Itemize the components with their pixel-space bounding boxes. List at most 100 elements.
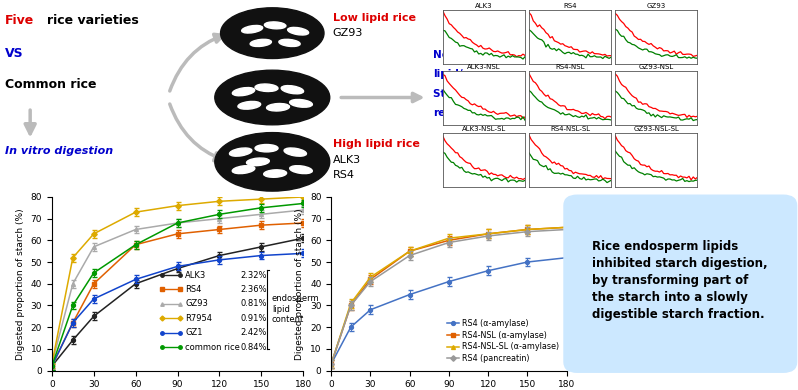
RS4-NSL-SL (α-amylase) bbox=[326, 362, 336, 366]
Y-axis label: Digested proportion of starch (%): Digested proportion of starch (%) bbox=[16, 208, 25, 360]
RS4 bbox=[68, 321, 77, 325]
Ellipse shape bbox=[242, 25, 263, 33]
common rice bbox=[47, 364, 57, 369]
common rice bbox=[298, 201, 308, 206]
RS4 (α-amylase) bbox=[365, 307, 375, 312]
GZ93 bbox=[89, 245, 99, 249]
R7954 bbox=[257, 197, 267, 202]
Ellipse shape bbox=[287, 27, 309, 35]
Line: ALK3: ALK3 bbox=[50, 236, 305, 368]
Ellipse shape bbox=[255, 144, 278, 152]
RS4-NSL-SL (α-amylase) bbox=[405, 249, 414, 254]
Line: GZ93: GZ93 bbox=[50, 208, 305, 366]
RS4 bbox=[131, 242, 140, 247]
Line: RS4 (pancreatin): RS4 (pancreatin) bbox=[330, 227, 568, 366]
RS4-NSL-SL (α-amylase) bbox=[346, 301, 356, 306]
RS4 (α-amylase) bbox=[523, 260, 532, 264]
Text: ALK3: ALK3 bbox=[333, 155, 361, 165]
Text: Common rice: Common rice bbox=[5, 78, 97, 91]
RS4 (pancreatin) bbox=[326, 362, 336, 366]
Legend: RS4 (α-amylase), RS4-NSL (α-amylase), RS4-NSL-SL (α-amylase), RS4 (pancreatin): RS4 (α-amylase), RS4-NSL (α-amylase), RS… bbox=[444, 316, 563, 367]
RS4-NSL-SL (α-amylase) bbox=[444, 236, 453, 241]
common rice bbox=[257, 206, 267, 210]
RS4-NSL-SL (α-amylase) bbox=[365, 275, 375, 280]
Text: rice varieties: rice varieties bbox=[47, 14, 139, 27]
R7954 bbox=[131, 210, 140, 215]
common rice bbox=[68, 303, 77, 308]
R7954 bbox=[68, 255, 77, 260]
Ellipse shape bbox=[284, 148, 306, 156]
Text: GZ1: GZ1 bbox=[185, 328, 203, 337]
Title: GZ93-NSL-SL: GZ93-NSL-SL bbox=[634, 126, 679, 132]
Line: RS4-NSL (α-amylase): RS4-NSL (α-amylase) bbox=[330, 225, 568, 366]
RS4 (α-amylase) bbox=[484, 268, 493, 273]
RS4-NSL (α-amylase) bbox=[523, 227, 532, 232]
Text: lipid/: lipid/ bbox=[433, 69, 463, 79]
Text: Non starch: Non starch bbox=[433, 50, 497, 60]
Ellipse shape bbox=[255, 84, 278, 92]
GZ93 bbox=[172, 221, 182, 225]
Ellipse shape bbox=[247, 158, 269, 166]
Ellipse shape bbox=[250, 39, 271, 46]
ALK3 bbox=[47, 364, 57, 369]
Text: R7954: R7954 bbox=[185, 314, 212, 323]
Text: ALK3: ALK3 bbox=[185, 271, 207, 280]
Title: ALK3-NSL-SL: ALK3-NSL-SL bbox=[462, 126, 506, 132]
Title: GZ93: GZ93 bbox=[646, 3, 666, 9]
RS4 (pancreatin) bbox=[562, 227, 571, 232]
GZ93 bbox=[215, 216, 224, 221]
Text: common rice: common rice bbox=[185, 342, 240, 351]
Y-axis label: Digested proportion of starch (%): Digested proportion of starch (%) bbox=[295, 208, 304, 360]
ALK3 bbox=[172, 266, 182, 271]
Ellipse shape bbox=[267, 103, 290, 111]
R7954 bbox=[47, 362, 57, 366]
Text: In vitro digestion: In vitro digestion bbox=[5, 146, 113, 156]
GZ1 bbox=[68, 321, 77, 325]
R7954 bbox=[215, 199, 224, 204]
Line: RS4-NSL-SL (α-amylase): RS4-NSL-SL (α-amylase) bbox=[330, 225, 568, 366]
R7954 bbox=[89, 232, 99, 236]
Title: RS4-NSL-SL: RS4-NSL-SL bbox=[550, 126, 591, 132]
Text: 2.42%: 2.42% bbox=[240, 328, 267, 337]
Line: GZ1: GZ1 bbox=[50, 252, 305, 368]
GZ1 bbox=[172, 264, 182, 269]
Text: VS: VS bbox=[5, 47, 24, 60]
GZ93 bbox=[131, 227, 140, 232]
RS4 (pancreatin) bbox=[484, 234, 493, 238]
RS4 bbox=[298, 221, 308, 225]
Text: 0.91%: 0.91% bbox=[240, 314, 267, 323]
ALK3 bbox=[68, 338, 77, 342]
Text: Rice endosperm lipids
inhibited starch digestion,
by transforming part of
the st: Rice endosperm lipids inhibited starch d… bbox=[592, 240, 768, 321]
Line: RS4: RS4 bbox=[50, 221, 305, 368]
RS4-NSL-SL (α-amylase) bbox=[484, 232, 493, 236]
Ellipse shape bbox=[220, 8, 324, 58]
Text: removed: removed bbox=[433, 108, 485, 118]
FancyBboxPatch shape bbox=[564, 195, 796, 372]
common rice bbox=[89, 271, 99, 275]
Title: ALK3: ALK3 bbox=[475, 3, 493, 9]
RS4 (pancreatin) bbox=[346, 303, 356, 308]
Ellipse shape bbox=[264, 22, 286, 29]
Text: RS4: RS4 bbox=[333, 170, 354, 181]
Ellipse shape bbox=[215, 70, 330, 125]
R7954 bbox=[172, 203, 182, 208]
Text: GZ93: GZ93 bbox=[185, 300, 208, 308]
GZ93 bbox=[298, 207, 308, 212]
GZ1 bbox=[131, 277, 140, 282]
Line: common rice: common rice bbox=[50, 202, 305, 368]
Line: RS4 (α-amylase): RS4 (α-amylase) bbox=[330, 256, 568, 366]
Text: endosperm
lipid
content: endosperm lipid content bbox=[272, 294, 319, 324]
Ellipse shape bbox=[232, 166, 255, 174]
Ellipse shape bbox=[263, 170, 286, 177]
Ellipse shape bbox=[232, 87, 255, 96]
RS4-NSL (α-amylase) bbox=[346, 303, 356, 308]
RS4-NSL-SL (α-amylase) bbox=[562, 225, 571, 230]
RS4 bbox=[172, 232, 182, 236]
Text: 0.84%: 0.84% bbox=[240, 342, 267, 351]
Title: RS4-NSL: RS4-NSL bbox=[555, 64, 585, 70]
RS4-NSL (α-amylase) bbox=[484, 232, 493, 236]
Text: 2.36%: 2.36% bbox=[240, 285, 267, 294]
Text: 0.81%: 0.81% bbox=[240, 300, 267, 308]
common rice bbox=[172, 221, 182, 225]
GZ93 bbox=[68, 282, 77, 286]
